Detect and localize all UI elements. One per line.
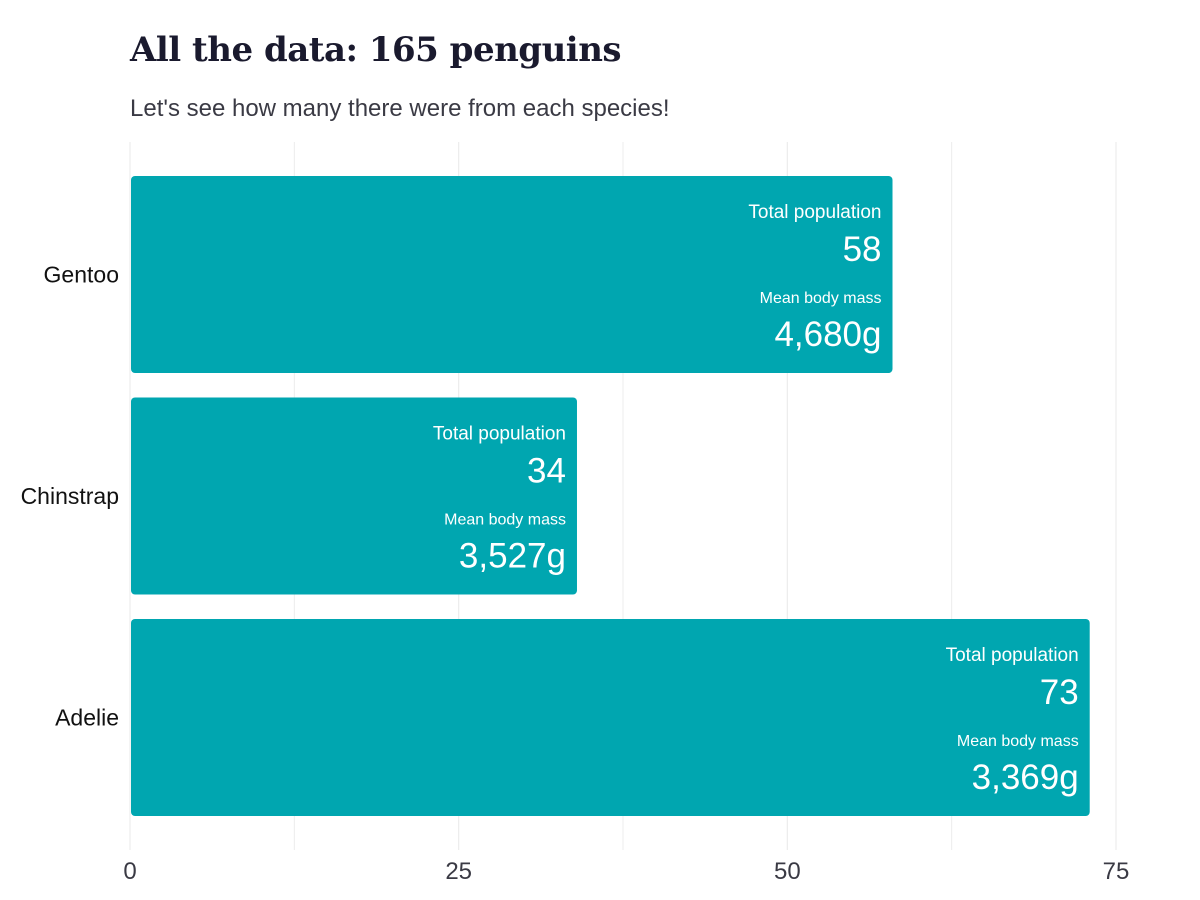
bar-group-adelie: Total population 73 Mean body mass 3,369g — [131, 619, 1090, 816]
bar-group-gentoo: Total population 58 Mean body mass 4,680g — [131, 176, 893, 373]
bar-adelie — [131, 619, 1090, 816]
x-tick-label: 0 — [123, 858, 136, 885]
category-label-gentoo: Gentoo — [44, 262, 119, 288]
bar-chinstrap — [131, 397, 577, 595]
category-label-adelie: Adelie — [55, 705, 119, 731]
chart-subtitle: Let's see how many there were from each … — [130, 95, 670, 122]
bar-mass-label: Mean body mass — [444, 512, 566, 529]
bar-mass-value: 3,527g — [459, 537, 566, 576]
bar-mass-label: Mean body mass — [957, 733, 1079, 750]
x-axis-ticks: 0 25 50 75 — [123, 858, 1129, 885]
bar-population-label: Total population — [748, 202, 881, 223]
bar-population-label: Total population — [946, 645, 1079, 666]
x-tick-label: 25 — [445, 858, 472, 885]
bar-population-value: 58 — [843, 230, 882, 269]
bar-population-label: Total population — [433, 424, 566, 445]
chart-title: All the data: 165 penguins — [130, 30, 622, 70]
category-labels: Gentoo Chinstrap Adelie — [21, 262, 119, 731]
x-tick-label: 75 — [1103, 858, 1130, 885]
bar-population-value: 34 — [527, 452, 566, 491]
bar-mass-value: 4,680g — [774, 315, 881, 354]
bar-gentoo — [131, 176, 893, 373]
bar-mass-value: 3,369g — [972, 758, 1079, 797]
bar-group-chinstrap: Total population 34 Mean body mass 3,527g — [131, 397, 577, 595]
bar-population-value: 73 — [1040, 673, 1079, 712]
x-tick-label: 50 — [774, 858, 801, 885]
category-label-chinstrap: Chinstrap — [21, 483, 119, 509]
bar-mass-label: Mean body mass — [760, 290, 882, 307]
